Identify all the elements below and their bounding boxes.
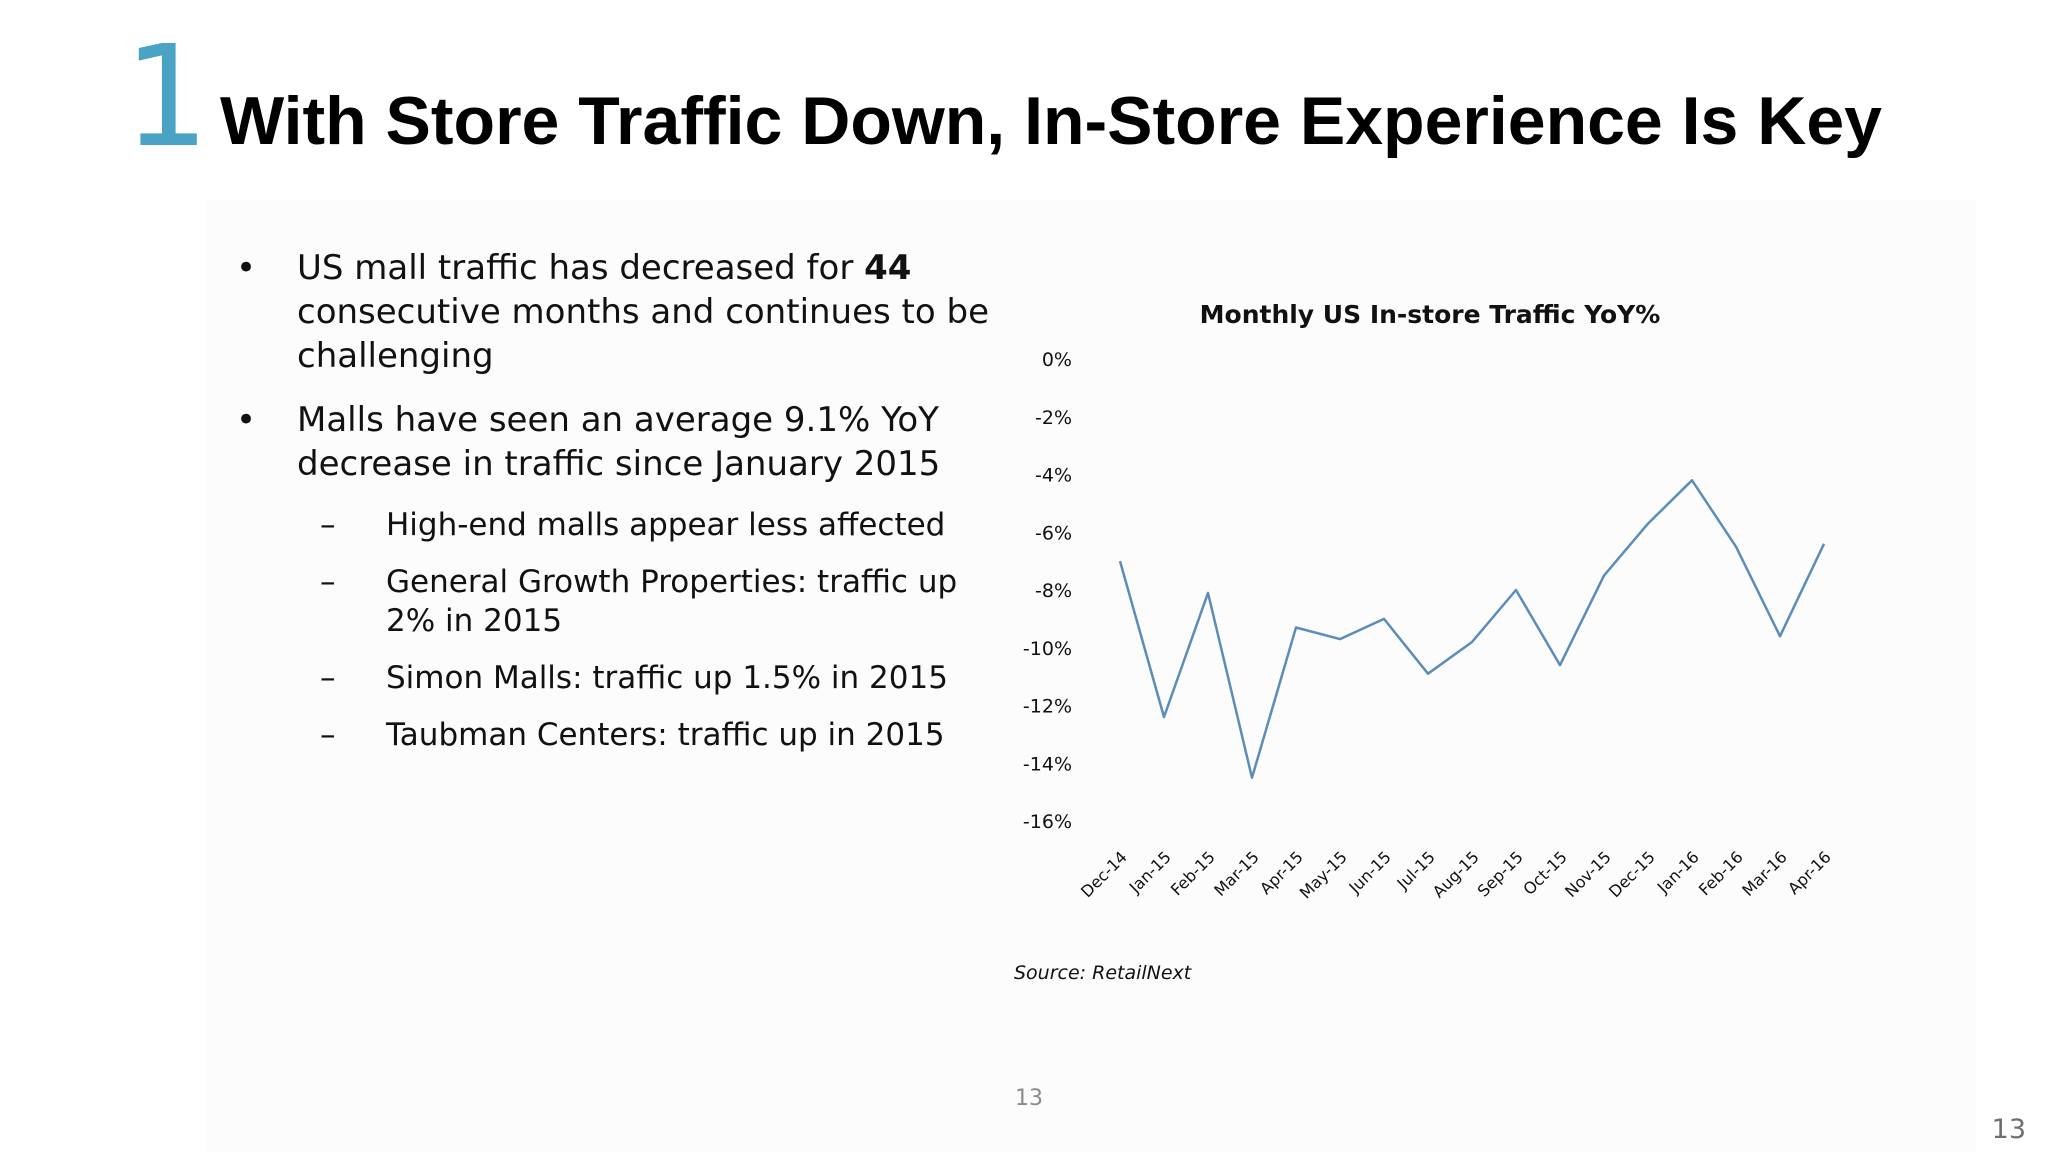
source-note: Source: RetailNext — [1014, 962, 1192, 984]
bullet-dot: • — [236, 400, 257, 440]
bullet-text: US mall traffic has decreased for — [297, 248, 865, 288]
bullet-list: • US mall traffic has decreased for 44 c… — [230, 246, 990, 773]
sub-bullet-item: – Taubman Centers: traffic up in 2015 — [230, 716, 990, 755]
bullet-bold: 44 — [864, 248, 912, 288]
sub-bullet-item: – General Growth Properties: traffic up … — [230, 563, 990, 641]
sub-bullet-item: – Simon Malls: traffic up 1.5% in 2015 — [230, 659, 990, 698]
sub-bullet-text: Taubman Centers: traffic up in 2015 — [386, 717, 945, 753]
sub-bullet-text: High-end malls appear less affected — [386, 507, 946, 543]
sub-bullet-dash: – — [320, 717, 336, 753]
sub-bullet-item: – High-end malls appear less affected — [230, 506, 990, 545]
page-number: 13 — [1015, 1086, 1043, 1111]
bullet-text-end: consecutive months and continues to be c… — [297, 292, 989, 376]
slide-title: With Store Traffic Down, In-Store Experi… — [220, 83, 1882, 159]
bullet-item: • Malls have seen an average 9.1% YoY de… — [230, 398, 990, 486]
page-number-corner: 13 — [1991, 1114, 2026, 1145]
chart-title: Monthly US In-store Traffic YoY% — [1199, 300, 1661, 329]
sub-bullet-dash: – — [320, 564, 336, 600]
sub-bullet-dash: – — [320, 660, 336, 696]
bullet-text: Malls have seen an average 9.1% YoY decr… — [297, 400, 941, 484]
bullet-dot: • — [236, 248, 257, 288]
sub-bullet-text: Simon Malls: traffic up 1.5% in 2015 — [386, 660, 948, 696]
bullet-item: • US mall traffic has decreased for 44 c… — [230, 246, 990, 378]
sub-bullet-dash: – — [320, 507, 336, 543]
sub-bullet-text: General Growth Properties: traffic up 2%… — [386, 564, 958, 639]
section-number: 1 — [122, 16, 207, 179]
